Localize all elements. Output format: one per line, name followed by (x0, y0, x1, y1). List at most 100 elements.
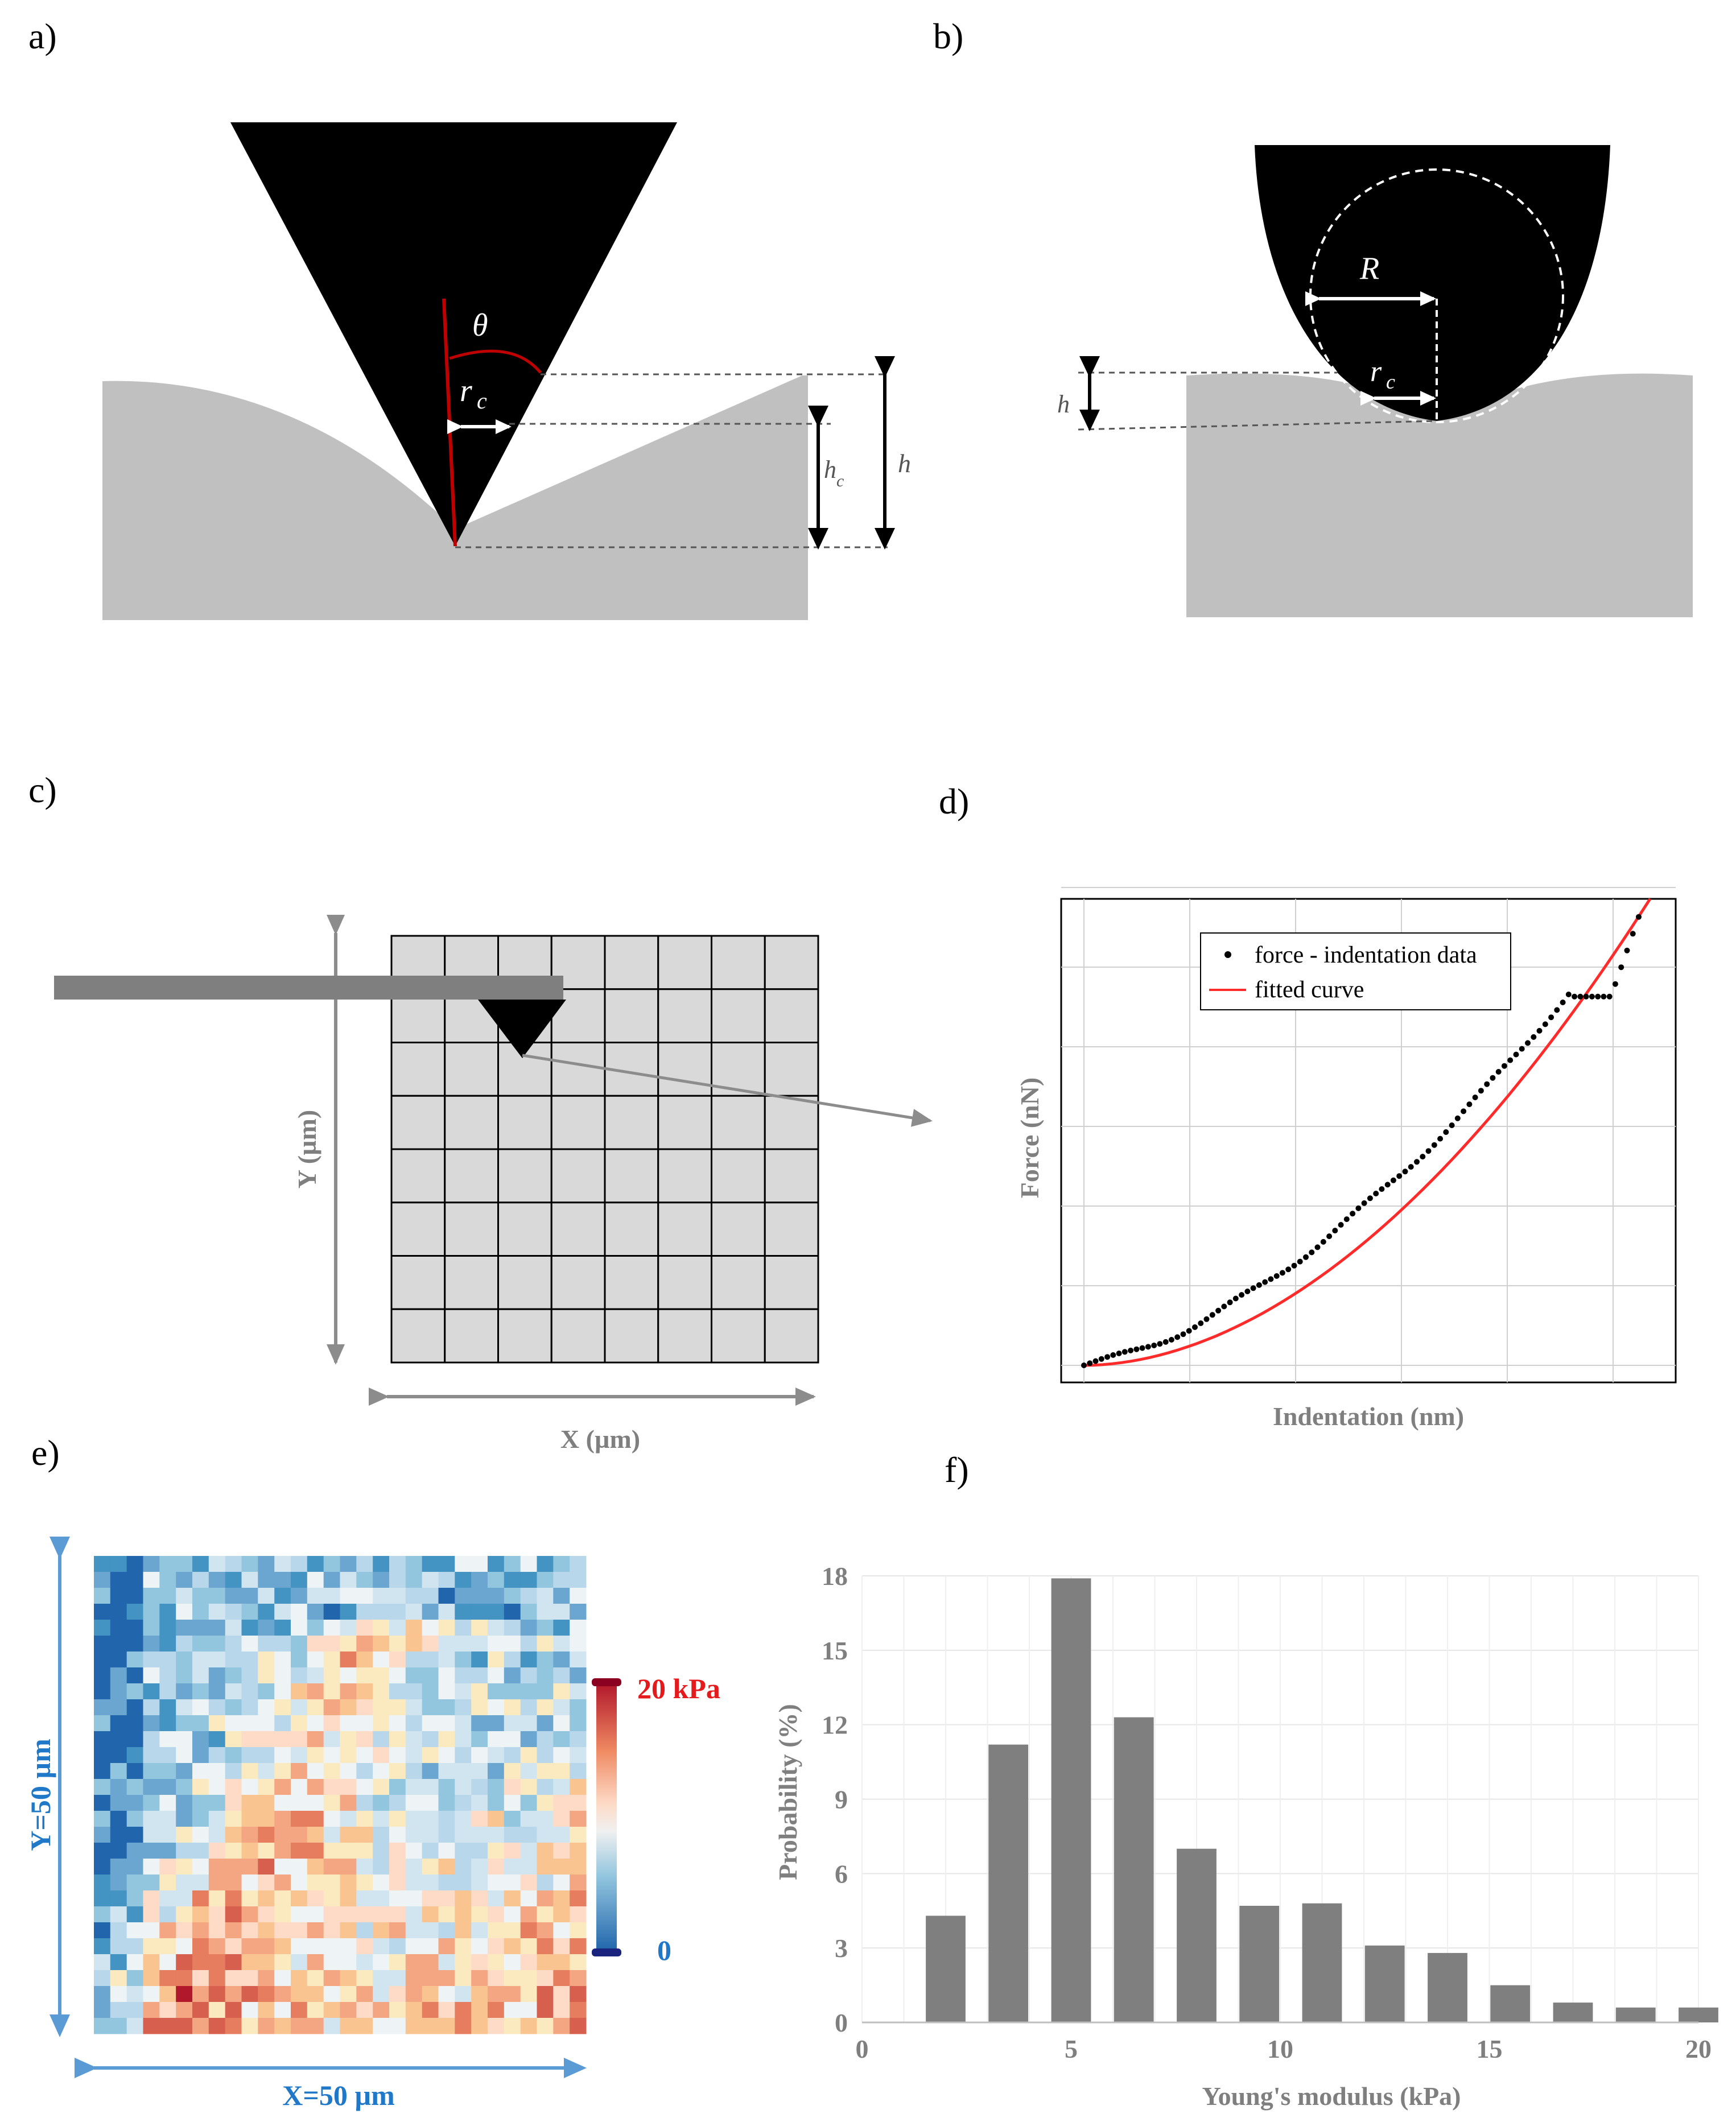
spherical-tip (1255, 145, 1610, 421)
heatmap-cell (553, 1938, 570, 1955)
heatmap-cell (438, 1938, 455, 1955)
heatmap-cell (340, 1652, 357, 1668)
grid-cell (390, 1148, 446, 1204)
y-tick-label: 15 (822, 1636, 848, 1665)
heatmap-cell (373, 1954, 390, 1971)
heatmap-cell (373, 1699, 390, 1716)
y-tick-label: 0 (835, 2008, 848, 2037)
heatmap-cell (241, 1954, 258, 1971)
grid-cell (657, 1202, 712, 1257)
heatmap-cell (455, 1763, 472, 1780)
data-point (1168, 1337, 1174, 1343)
heatmap-cell (438, 1588, 455, 1604)
heatmap-cell (274, 1636, 291, 1652)
heatmap-cell (94, 1636, 111, 1652)
heatmap-cell (340, 2018, 357, 2034)
heatmap-cell (438, 1843, 455, 1859)
heatmap-cell (570, 2002, 587, 2018)
heatmap-cell (389, 1890, 406, 1907)
data-point (1227, 1299, 1233, 1306)
heatmap-cell (570, 1636, 587, 1652)
heatmap-cell (520, 1620, 537, 1636)
heatmap-cell (241, 1922, 258, 1939)
data-point (1636, 914, 1642, 920)
heatmap-cell (356, 1859, 373, 1875)
heatmap-cell (373, 1604, 390, 1620)
heatmap-cell (520, 1970, 537, 1987)
heatmap-cell (241, 1906, 258, 1923)
heatmap-cell (373, 1875, 390, 1891)
heatmap-cell (307, 1652, 324, 1668)
heatmap-cell (159, 1986, 176, 2003)
data-point (1466, 1101, 1473, 1108)
heatmap-cell (471, 1795, 488, 1811)
heatmap-cell (537, 1620, 554, 1636)
colorbar (596, 1684, 617, 1951)
heatmap-cell (356, 1986, 373, 2003)
heatmap-cell (356, 1572, 373, 1588)
heatmap-cell (241, 1986, 258, 2003)
fitted-curve-line (1083, 898, 1652, 1367)
heatmap-cell (520, 1747, 537, 1764)
heatmap-cell (241, 1890, 258, 1907)
heatmap-cell (405, 1556, 423, 1572)
grid-cell (604, 1255, 659, 1310)
heatmap-cell (258, 1588, 275, 1604)
data-point (1309, 1249, 1315, 1256)
data-point (1472, 1095, 1478, 1100)
heatmap-cell (258, 1636, 275, 1652)
heatmap-cell (520, 1843, 537, 1859)
heatmap-cell (274, 1906, 291, 1923)
data-point (1081, 1363, 1087, 1368)
heatmap-cell (208, 1604, 226, 1620)
heatmap-cell (340, 1811, 357, 1827)
grid-cell (711, 1148, 766, 1204)
heatmap-cell (291, 1731, 308, 1748)
heatmap-cell (471, 1556, 488, 1572)
heatmap-cell (389, 1588, 406, 1604)
heatmap-cell (291, 1636, 308, 1652)
heatmap-cell (323, 1620, 340, 1636)
heatmap-cell (438, 1556, 455, 1572)
heatmap-cell (94, 1572, 111, 1588)
heatmap-cell (110, 1731, 127, 1748)
heatmap-cell (323, 2002, 340, 2018)
heatmap-cell (553, 1843, 570, 1859)
grid-cell (390, 1308, 446, 1364)
heatmap-cell (323, 1986, 340, 2003)
heatmap-cell (570, 1827, 587, 1843)
grid-cell (390, 1255, 446, 1310)
heatmap-cell (208, 1715, 226, 1732)
x-tick-label: 20 (1685, 2034, 1712, 2063)
heatmap-cell (455, 1811, 472, 1827)
heatmap-cell (340, 1747, 357, 1764)
heatmap-cell (520, 1954, 537, 1971)
heatmap-cell (258, 1922, 275, 1939)
heatmap-cell (176, 1604, 193, 1620)
heatmap-cell (192, 1859, 209, 1875)
data-point (1250, 1285, 1256, 1291)
heatmap-cell (471, 1890, 488, 1907)
heatmap-cell (126, 1795, 143, 1811)
heatmap-cell (192, 1699, 209, 1716)
heatmap-cell (94, 1859, 111, 1875)
heatmap-cell (389, 1652, 406, 1668)
heatmap-cell (488, 1620, 505, 1636)
heatmap-cell (405, 1652, 423, 1668)
heatmap-cell (258, 1620, 275, 1636)
heatmap-cell (110, 1811, 127, 1827)
force-curve-plot: force - indentation data fitted curve (1060, 887, 1677, 1384)
heatmap-cell (307, 1795, 324, 1811)
heatmap-cell (126, 1604, 143, 1620)
heatmap-cell (340, 1875, 357, 1891)
heatmap-cell (110, 1763, 127, 1780)
heatmap-cell (126, 1875, 143, 1891)
heatmap-cell (537, 1779, 554, 1795)
heatmap-cell (291, 1572, 308, 1588)
plot-grid-d (1061, 887, 1676, 1382)
heatmap-cell (192, 1970, 209, 1987)
heatmap-cell (520, 1922, 537, 1939)
heatmap-cell (438, 1811, 455, 1827)
grid-cell (764, 935, 819, 990)
